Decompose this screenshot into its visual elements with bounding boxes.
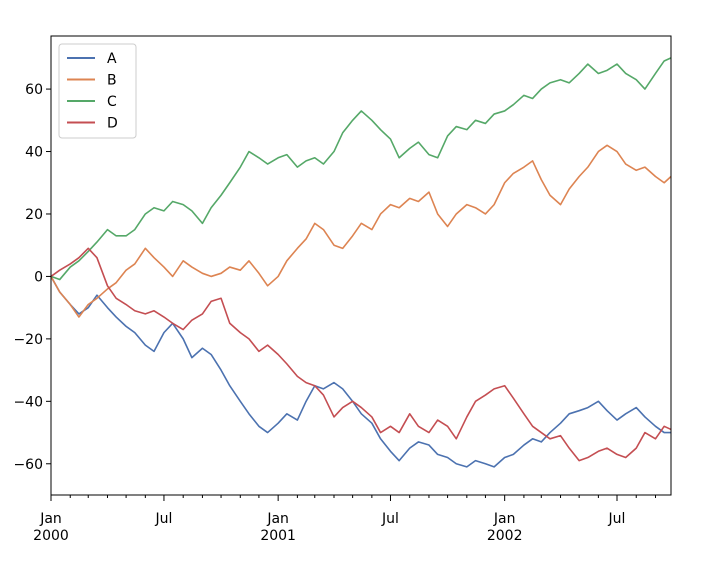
y-axis: −60 −40 −20 0 20 40 60	[13, 82, 51, 473]
y-tick-label: 60	[25, 82, 43, 98]
series-layer	[50, 57, 672, 468]
y-tick-label: −20	[13, 332, 43, 348]
legend-label-c: C	[107, 94, 117, 110]
x-tick-label: 2000	[33, 528, 69, 544]
x-tick-label: 2001	[260, 528, 296, 544]
legend-label-a: A	[107, 51, 117, 67]
legend-label-d: D	[107, 116, 118, 132]
series-line-b	[50, 144, 672, 318]
y-tick-label: 20	[25, 207, 43, 223]
x-tick-label: Jul	[381, 511, 399, 527]
plot-frame	[50, 35, 672, 496]
series-line-d	[50, 247, 672, 462]
x-tick-label: Jan	[493, 511, 516, 527]
legend-label-b: B	[107, 73, 117, 89]
legend-box	[58, 43, 137, 139]
series-line-a	[50, 276, 671, 468]
y-tick-label: 40	[25, 145, 43, 161]
x-tick-label: Jan	[266, 511, 289, 527]
y-tick-label: 0	[34, 269, 43, 285]
y-tick-label: −60	[13, 457, 43, 473]
x-tick-label: 2002	[487, 528, 523, 544]
y-tick-label: −40	[13, 394, 43, 410]
x-tick-label: Jul	[154, 511, 172, 527]
x-tick-label: Jul	[608, 511, 626, 527]
x-tick-label: Jan	[39, 511, 62, 527]
series-line-c	[50, 57, 672, 281]
